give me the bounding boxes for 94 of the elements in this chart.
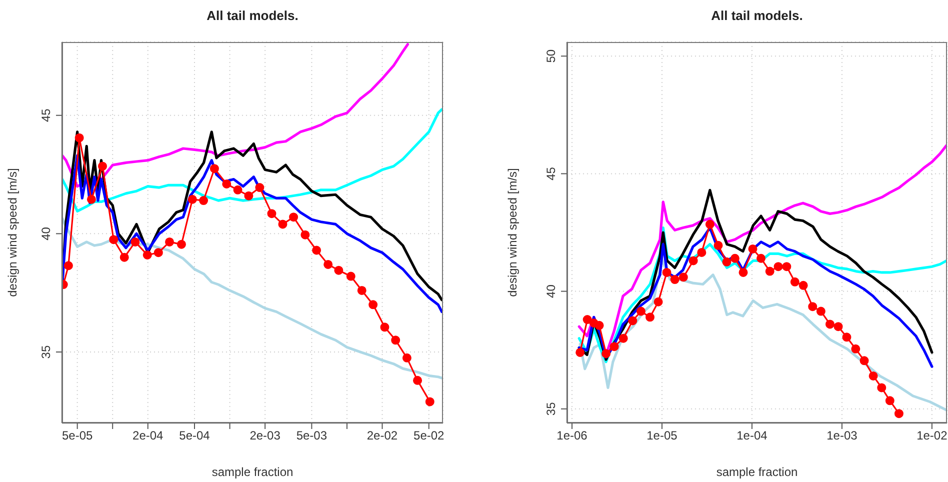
point <box>391 336 400 345</box>
point <box>142 250 152 260</box>
point <box>816 306 826 316</box>
point <box>346 272 356 281</box>
point <box>255 183 264 192</box>
y-tick-label: 50 <box>544 49 558 63</box>
point <box>278 220 288 229</box>
chart-title: All tail models. <box>206 8 300 23</box>
point <box>300 230 310 240</box>
point <box>722 257 732 266</box>
point <box>697 248 706 257</box>
point <box>790 277 800 286</box>
point <box>233 185 242 194</box>
point <box>199 196 208 206</box>
point <box>705 220 714 229</box>
point <box>188 194 197 204</box>
x-tick-label: 1e-05 <box>646 428 678 443</box>
point <box>894 409 904 418</box>
point <box>594 320 604 330</box>
point <box>402 353 412 362</box>
point <box>738 268 748 277</box>
x-tick-label: 5e-05 <box>62 428 93 443</box>
point <box>688 256 698 266</box>
y-axis-title: design wind speed [m/s] <box>5 168 20 297</box>
point <box>334 266 344 275</box>
point <box>860 356 869 366</box>
point <box>413 376 422 385</box>
x-tick-label: 1e-04 <box>736 428 768 443</box>
point <box>885 396 894 406</box>
point <box>165 237 174 246</box>
y-tick-label: 45 <box>544 166 558 180</box>
point <box>380 322 390 332</box>
x-axis-title: sample fraction <box>212 465 294 479</box>
y-tick-label: 40 <box>544 284 558 298</box>
point <box>774 262 783 272</box>
point <box>714 240 723 250</box>
point <box>628 316 638 326</box>
x-tick-label: 2e-04 <box>132 428 164 443</box>
point <box>798 280 808 290</box>
point <box>176 240 186 249</box>
point <box>808 302 818 312</box>
chart-title: All tail models. <box>710 8 804 23</box>
x-axis-title: sample fraction <box>716 465 798 479</box>
point <box>244 191 254 200</box>
point <box>618 334 628 343</box>
point <box>289 212 298 222</box>
x-tick-label: 5e-02 <box>414 428 445 443</box>
point <box>602 349 611 358</box>
point <box>868 371 878 380</box>
point <box>425 397 434 406</box>
point <box>130 237 140 246</box>
x-tick-label: 5e-04 <box>179 428 210 443</box>
x-tick-label: 1e-03 <box>826 428 858 443</box>
point <box>368 300 378 310</box>
point <box>74 133 84 142</box>
point <box>654 297 663 306</box>
y-tick-label: 35 <box>39 345 53 359</box>
point <box>782 262 792 272</box>
point <box>842 332 852 342</box>
x-tick-label: 5e-03 <box>296 428 328 443</box>
point <box>222 179 232 188</box>
point <box>154 248 163 258</box>
point <box>109 235 118 244</box>
point <box>86 194 96 204</box>
point <box>312 246 322 255</box>
point <box>662 268 672 277</box>
x-tick-label: 2e-03 <box>250 428 281 443</box>
point <box>730 254 740 263</box>
y-tick-label: 40 <box>39 226 53 240</box>
point <box>877 383 886 392</box>
point <box>670 275 680 284</box>
point <box>765 266 774 276</box>
x-tick-label: 1e-02 <box>916 428 948 443</box>
point <box>756 254 766 263</box>
y-tick-label: 35 <box>544 402 558 416</box>
point <box>64 261 73 270</box>
point <box>324 260 333 269</box>
point <box>636 306 646 316</box>
point <box>834 322 843 332</box>
x-tick-label: 1e-06 <box>556 428 588 443</box>
point <box>610 342 619 352</box>
point <box>646 312 655 322</box>
point <box>210 164 219 174</box>
point <box>851 344 860 354</box>
point <box>98 162 107 171</box>
y-tick-label: 45 <box>39 108 53 122</box>
y-axis-title: design wind speed [m/s] <box>505 168 520 297</box>
x-tick-label: 2e-02 <box>366 428 398 443</box>
point <box>678 272 688 282</box>
point <box>120 252 129 262</box>
point <box>267 209 276 218</box>
point <box>825 320 834 329</box>
point <box>748 244 758 254</box>
point <box>357 286 366 295</box>
